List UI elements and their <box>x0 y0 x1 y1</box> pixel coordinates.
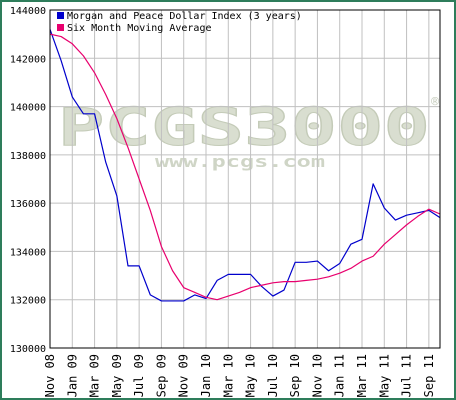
x-tick-label: May 10 <box>244 354 258 397</box>
series-line-moving-average <box>49 33 441 301</box>
y-tick-label: 130000 <box>10 344 46 355</box>
x-tick-label: Mar 10 <box>221 354 235 397</box>
y-tick-label: 138000 <box>10 151 46 162</box>
pcgs-watermark: PCGS3000 ® www.pcgs.com <box>58 95 440 171</box>
y-tick-label: 134000 <box>10 247 46 258</box>
x-tick-label: Jul 11 <box>400 354 414 397</box>
x-tick-label: Nov 08 <box>43 354 57 397</box>
x-axis-tick-labels: Nov 08 Jan 09 Mar 09 May 09 Jul 09 Sep 09 Nov … <box>43 354 436 397</box>
legend: Morgan and Peace Dollar Index (3 years)S… <box>57 11 302 34</box>
x-tick-label: Jan 11 <box>333 354 347 397</box>
watermark-registered-mark: ® <box>431 95 439 110</box>
y-axis-tick-labels: 130000 132000 134000 136000 138000 140000 1420… <box>10 6 46 355</box>
x-tick-label: May 11 <box>377 354 391 397</box>
plot-border <box>49 9 441 349</box>
x-tick-label: Nov 09 <box>177 354 191 397</box>
watermark-brand: PCGS3000 <box>58 98 430 158</box>
x-tick-label: Jan 09 <box>65 354 79 397</box>
x-tick-label: May 09 <box>110 354 124 397</box>
watermark-site: www.pcgs.com <box>155 152 326 171</box>
x-tick-label: Nov 10 <box>310 354 324 397</box>
x-tick-label: Sep 09 <box>154 354 168 397</box>
y-tick-label: 142000 <box>10 54 46 65</box>
legend-swatch-moving-average <box>57 24 64 31</box>
x-tick-label: Jul 09 <box>132 354 146 397</box>
series-line-index <box>49 29 441 302</box>
y-tick-label: 144000 <box>10 6 46 17</box>
x-tick-label: Mar 09 <box>88 354 102 397</box>
grid <box>49 9 440 349</box>
x-tick-label: Jan 10 <box>199 354 213 397</box>
x-tick-label: Sep 11 <box>422 354 436 397</box>
y-tick-label: 132000 <box>10 296 46 307</box>
y-tick-label: 136000 <box>10 199 46 210</box>
series-lines <box>49 29 441 302</box>
x-tick-label: Sep 10 <box>288 354 302 397</box>
legend-label-index: Morgan and Peace Dollar Index (3 years) <box>67 11 302 22</box>
legend-label-moving-average: Six Month Moving Average <box>67 23 212 34</box>
x-tick-label: Jul 10 <box>266 354 280 397</box>
x-tick-label: Mar 11 <box>355 354 369 397</box>
y-tick-label: 140000 <box>10 103 46 114</box>
legend-swatch-index <box>57 12 64 19</box>
